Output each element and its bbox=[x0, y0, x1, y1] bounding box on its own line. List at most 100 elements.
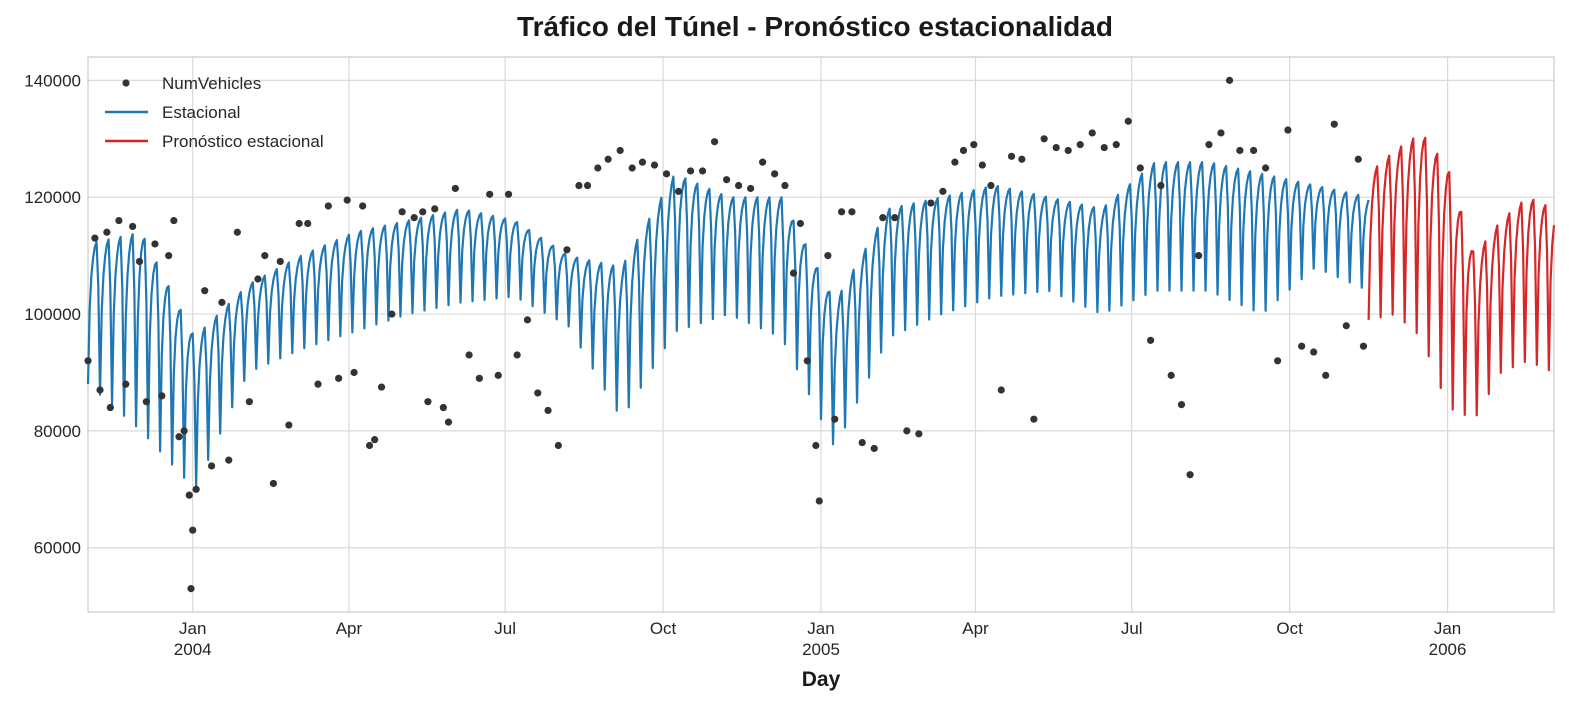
data-point-numvehicles bbox=[771, 170, 779, 178]
data-point-numvehicles bbox=[544, 406, 552, 415]
data-point-numvehicles bbox=[812, 441, 820, 450]
data-point-numvehicles bbox=[858, 438, 866, 447]
series-line-estacional bbox=[86, 161, 1370, 488]
data-point-numvehicles bbox=[747, 184, 755, 193]
data-point-numvehicles bbox=[261, 252, 269, 260]
data-point-numvehicles bbox=[254, 275, 262, 283]
data-point-numvehicles bbox=[1146, 336, 1155, 344]
data-point-numvehicles bbox=[486, 190, 494, 198]
data-point-numvehicles bbox=[534, 389, 542, 397]
data-point-numvehicles bbox=[698, 167, 707, 175]
data-point-numvehicles bbox=[494, 371, 502, 379]
data-point-numvehicles bbox=[735, 181, 743, 190]
data-point-numvehicles bbox=[1030, 415, 1038, 423]
data-point-numvehicles bbox=[103, 228, 111, 236]
data-point-numvehicles bbox=[1124, 117, 1132, 125]
data-point-numvehicles bbox=[201, 287, 209, 295]
data-point-numvehicles bbox=[1322, 371, 1330, 379]
data-point-numvehicles bbox=[1274, 357, 1282, 365]
data-point-numvehicles bbox=[377, 383, 386, 391]
data-point-numvehicles bbox=[504, 190, 513, 198]
data-point-numvehicles bbox=[208, 462, 216, 470]
data-point-numvehicles bbox=[1262, 164, 1270, 172]
data-point-numvehicles bbox=[789, 269, 798, 277]
data-point-numvehicles bbox=[575, 181, 583, 190]
data-point-numvehicles bbox=[304, 219, 312, 228]
data-point-numvehicles bbox=[781, 181, 789, 190]
data-point-numvehicles bbox=[151, 240, 159, 248]
data-point-numvehicles bbox=[1359, 342, 1368, 350]
grid bbox=[88, 57, 1554, 612]
data-point-numvehicles bbox=[91, 234, 99, 242]
data-point-numvehicles bbox=[187, 585, 195, 593]
data-point-numvehicles bbox=[1040, 135, 1048, 143]
data-point-numvehicles bbox=[350, 368, 358, 377]
data-point-numvehicles bbox=[1076, 141, 1084, 149]
x-tick-year-label: 2005 bbox=[802, 640, 840, 659]
data-point-numvehicles bbox=[1007, 152, 1016, 160]
data-point-numvehicles bbox=[189, 526, 197, 534]
data-point-numvehicles bbox=[803, 357, 811, 365]
data-point-numvehicles bbox=[831, 415, 839, 423]
data-point-numvehicles bbox=[1354, 155, 1362, 163]
data-point-numvehicles bbox=[142, 398, 150, 406]
data-point-numvehicles bbox=[115, 216, 123, 225]
data-point-numvehicles bbox=[710, 138, 719, 146]
data-point-numvehicles bbox=[225, 456, 233, 464]
data-point-numvehicles bbox=[978, 161, 986, 169]
data-point-numvehicles bbox=[1195, 252, 1203, 260]
x-tick-label: Apr bbox=[336, 619, 363, 638]
data-point-numvehicles bbox=[722, 176, 731, 184]
data-point-numvehicles bbox=[1167, 371, 1175, 379]
data-point-numvehicles bbox=[927, 199, 935, 207]
data-point-numvehicles bbox=[1284, 126, 1292, 134]
legend-label-pronostico: Pronóstico estacional bbox=[162, 132, 324, 151]
data-point-numvehicles bbox=[650, 161, 659, 169]
data-point-numvehicles bbox=[879, 214, 887, 222]
y-tick-label: 120000 bbox=[24, 188, 81, 207]
y-tick-label: 80000 bbox=[34, 422, 81, 441]
data-point-numvehicles bbox=[1236, 146, 1244, 155]
data-point-numvehicles bbox=[1310, 348, 1318, 356]
data-point-numvehicles bbox=[1064, 146, 1072, 155]
x-tick-label: Oct bbox=[650, 619, 677, 638]
data-point-numvehicles bbox=[1217, 129, 1225, 137]
data-point-numvehicles bbox=[815, 497, 823, 505]
data-point-numvehicles bbox=[388, 310, 396, 318]
data-point-numvehicles bbox=[1342, 322, 1350, 330]
data-point-numvehicles bbox=[616, 146, 624, 155]
x-tick-label: Jul bbox=[494, 619, 516, 638]
data-point-numvehicles bbox=[870, 444, 878, 453]
data-point-numvehicles bbox=[1186, 471, 1194, 479]
data-point-numvehicles bbox=[424, 398, 432, 406]
data-point-numvehicles bbox=[431, 205, 439, 213]
data-point-numvehicles bbox=[96, 386, 104, 394]
data-point-numvehicles bbox=[343, 196, 351, 204]
data-point-numvehicles bbox=[604, 155, 612, 163]
data-point-numvehicles bbox=[583, 181, 592, 190]
data-point-numvehicles bbox=[594, 164, 602, 172]
data-point-numvehicles bbox=[1112, 141, 1120, 149]
data-point-numvehicles bbox=[245, 398, 253, 406]
data-point-numvehicles bbox=[465, 351, 473, 359]
data-point-numvehicles bbox=[554, 441, 562, 450]
data-point-numvehicles bbox=[269, 479, 277, 488]
data-point-numvehicles bbox=[180, 427, 188, 435]
data-point-numvehicles bbox=[410, 214, 418, 222]
data-point-numvehicles bbox=[170, 216, 178, 225]
data-point-numvehicles bbox=[233, 228, 241, 236]
data-point-numvehicles bbox=[628, 164, 636, 172]
data-point-numvehicles bbox=[915, 430, 923, 438]
data-point-numvehicles bbox=[122, 380, 130, 388]
data-point-numvehicles bbox=[218, 298, 226, 306]
data-point-numvehicles bbox=[686, 167, 695, 175]
series-line-pronostico-estacional bbox=[1367, 136, 1556, 417]
data-point-numvehicles bbox=[1018, 155, 1026, 163]
data-point-numvehicles bbox=[185, 491, 193, 499]
data-point-numvehicles bbox=[1225, 76, 1234, 84]
data-point-numvehicles bbox=[1205, 141, 1213, 149]
data-point-numvehicles bbox=[903, 427, 911, 435]
chart-title: Tráfico del Túnel - Pronóstico estaciona… bbox=[517, 11, 1113, 42]
data-point-numvehicles bbox=[285, 421, 293, 429]
